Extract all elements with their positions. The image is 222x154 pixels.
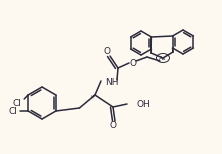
Text: O: O	[109, 122, 117, 130]
Text: Cl: Cl	[13, 99, 22, 107]
Text: As: As	[159, 55, 167, 61]
Text: Cl: Cl	[9, 107, 18, 116]
Text: O: O	[103, 47, 111, 55]
Text: O: O	[129, 59, 136, 67]
Text: NH: NH	[105, 77, 119, 87]
Text: OH: OH	[136, 99, 150, 109]
